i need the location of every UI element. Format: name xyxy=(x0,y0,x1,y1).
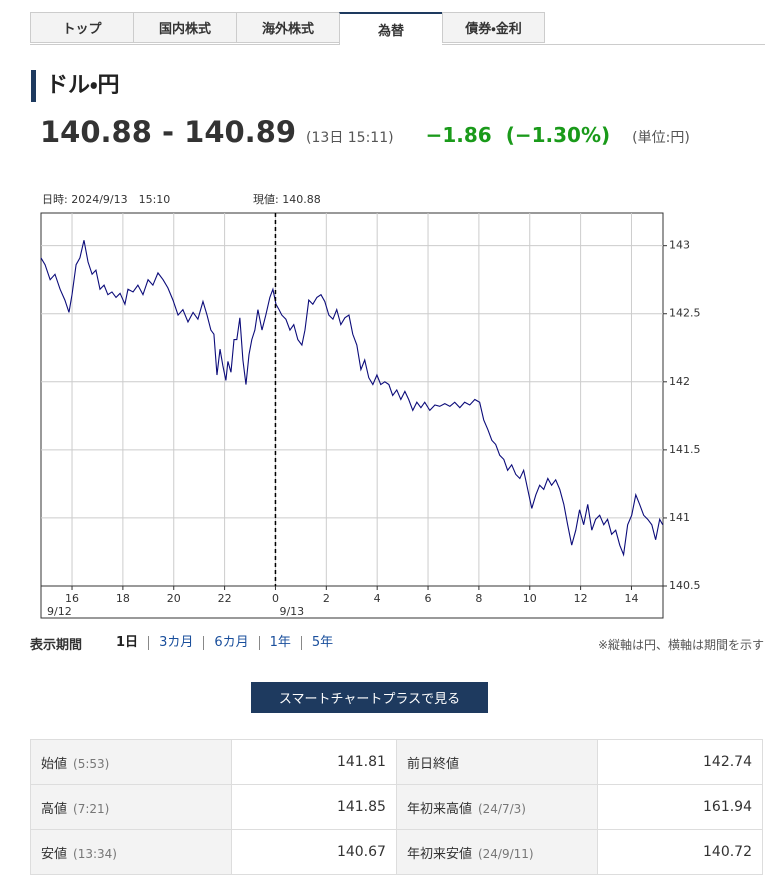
x-tick-label: 10 xyxy=(523,592,537,605)
x-tick-label: 22 xyxy=(218,592,232,605)
stat-value: 141.81 xyxy=(231,739,397,785)
cursor-value: 現値: 140.88 xyxy=(253,193,321,206)
x-tick-label: 0 xyxy=(272,592,279,605)
stat-value: 142.74 xyxy=(597,739,763,785)
stat-label: 始値 xyxy=(41,756,68,772)
y-tick-label: 141.5 xyxy=(669,443,701,456)
stat-label-cell: 高値 (7:21) xyxy=(29,784,233,830)
stat-value: 140.72 xyxy=(597,829,763,875)
stat-time: (5:53) xyxy=(73,756,110,771)
stat-label: 高値 xyxy=(41,801,68,817)
stat-label-cell: 安値 (13:34) xyxy=(29,829,233,875)
stat-time: (24/7/3) xyxy=(477,801,526,816)
unit: (単位:円) xyxy=(632,130,690,146)
x-tick-label: 16 xyxy=(65,592,79,605)
stat-label-cell: 年初来高値 (24/7/3) xyxy=(395,784,599,830)
y-tick-label: 142 xyxy=(669,375,690,388)
change-percent: (−1.30%) xyxy=(505,123,611,147)
period-selector: 表示期間 1日 3カ月 6カ月 1年 5年 xyxy=(30,633,343,653)
stat-label: 年初来高値 xyxy=(406,801,472,817)
stat-time: (7:21) xyxy=(73,801,110,816)
price-line xyxy=(40,240,664,557)
stat-label: 年初来安値 xyxy=(406,846,472,862)
price: 140.88 - 140.89 xyxy=(40,115,297,149)
stat-time: (13:34) xyxy=(73,846,117,861)
period-option[interactable]: 1年 xyxy=(258,636,301,650)
date-label: 9/13 xyxy=(279,605,304,618)
period-label: 表示期間 xyxy=(30,637,83,653)
stats-table: 始値 (5:53) 141.81 前日終値 142.74 高値 (7:21) 141.85 年初… xyxy=(29,739,763,875)
x-tick-label: 12 xyxy=(574,592,588,605)
table-row: 高値 (7:21) 141.85 年初来高値 (24/7/3) 161.94 xyxy=(29,784,763,830)
tab[interactable]: トップ xyxy=(30,12,133,43)
period-option[interactable]: 3カ月 xyxy=(148,636,203,650)
smart-chart-button[interactable]: スマートチャートプラスで見る xyxy=(251,682,488,713)
period-option[interactable]: 1日 xyxy=(116,635,139,650)
y-tick-label: 141 xyxy=(669,511,690,524)
x-tick-label: 4 xyxy=(374,592,381,605)
tab[interactable]: 為替 xyxy=(339,12,442,45)
tab[interactable]: 国内株式 xyxy=(133,12,236,43)
table-row: 安値 (13:34) 140.67 年初来安値 (24/9/11) 140.72 xyxy=(29,829,763,875)
plot-frame xyxy=(40,212,664,619)
cursor-time: 日時: 2024/9/13 15:10 xyxy=(42,193,170,206)
x-tick-label: 14 xyxy=(624,592,638,605)
stat-label-cell: 年初来安値 (24/9/11) xyxy=(395,829,599,875)
x-tick-label: 6 xyxy=(425,592,432,605)
chart: 日時: 2024/9/13 15:10 現値: 140.88143142.5142… xyxy=(40,193,701,619)
stat-label-cell: 前日終値 xyxy=(395,739,599,785)
table-row: 始値 (5:53) 141.81 前日終値 142.74 xyxy=(29,739,763,785)
stat-time: (24/9/11) xyxy=(477,846,534,861)
period-option[interactable]: 6カ月 xyxy=(203,636,258,650)
date-label: 9/12 xyxy=(47,605,72,618)
stat-value: 140.67 xyxy=(231,829,397,875)
stat-label: 前日終値 xyxy=(406,756,459,772)
stat-value: 161.94 xyxy=(597,784,763,830)
x-tick-label: 18 xyxy=(116,592,130,605)
heading: ドル・円 xyxy=(31,70,119,102)
tab[interactable]: 海外株式 xyxy=(236,12,339,43)
y-tick-label: 142.5 xyxy=(669,307,701,320)
change: −1.86 xyxy=(425,123,492,147)
x-tick-label: 8 xyxy=(475,592,482,605)
quote: 140.88 - 140.89 (13日 15:11) −1.86 (−1.30… xyxy=(40,115,690,149)
period-option[interactable]: 5年 xyxy=(300,636,343,650)
y-tick-label: 143 xyxy=(669,239,690,252)
x-tick-label: 20 xyxy=(167,592,181,605)
stat-label: 安値 xyxy=(41,846,68,862)
quote-time: (13日 15:11) xyxy=(306,130,394,146)
note: ※縦軸は円、横軸は期間を示す xyxy=(597,638,764,652)
stat-value: 141.85 xyxy=(231,784,397,830)
x-tick-label: 2 xyxy=(323,592,330,605)
stat-label-cell: 始値 (5:53) xyxy=(29,739,233,785)
tab[interactable]: 債券・金利 xyxy=(442,12,545,43)
y-tick-label: 140.5 xyxy=(669,579,701,592)
tab-bar: トップ 国内株式 海外株式 為替 債券・金利 xyxy=(30,12,545,45)
